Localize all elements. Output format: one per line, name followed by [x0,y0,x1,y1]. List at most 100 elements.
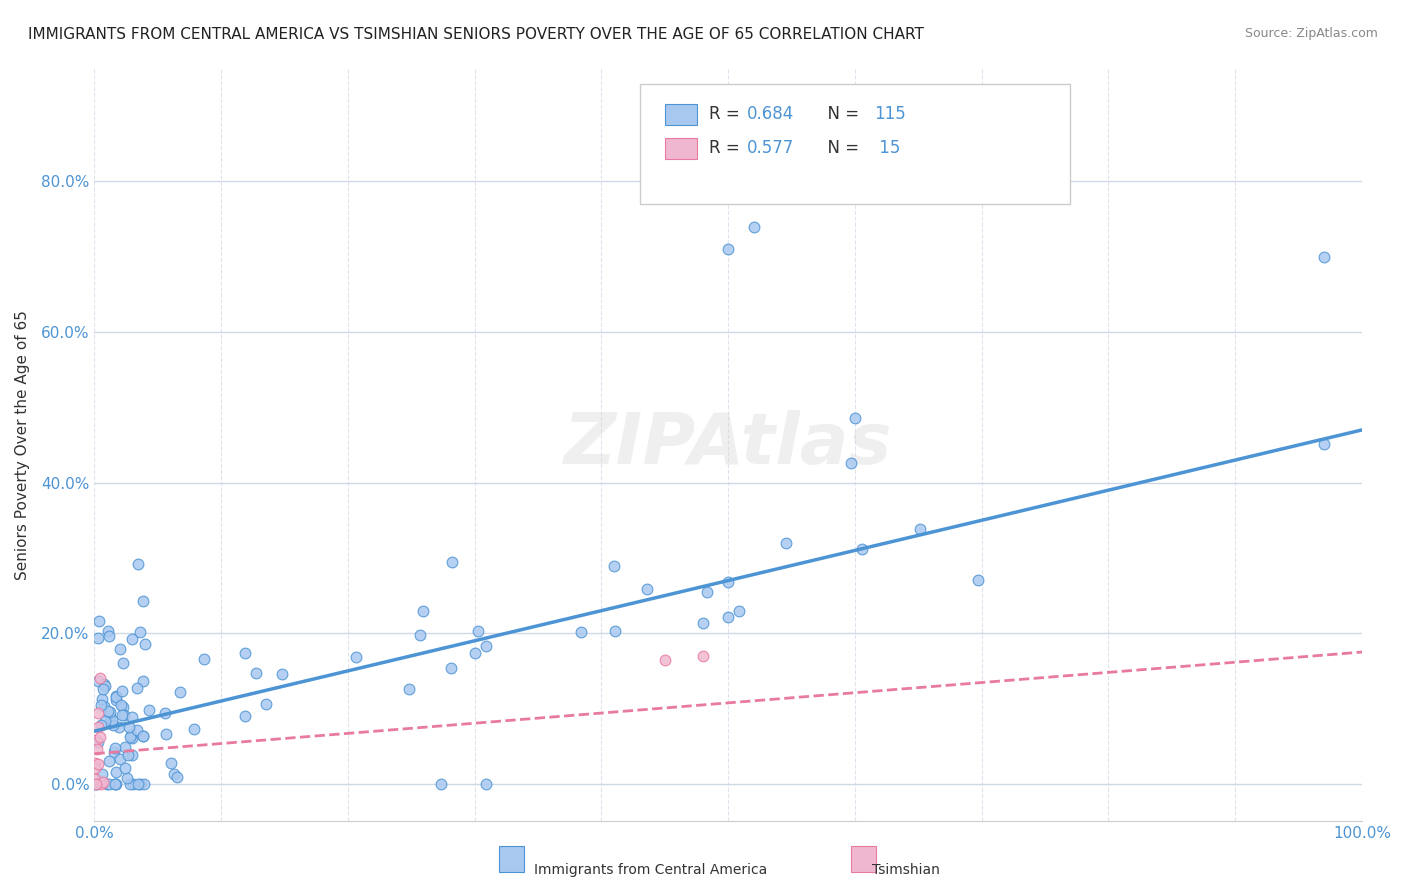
Point [108,720,131,734]
Point [121,710,143,724]
Point [233,646,256,660]
Point [104,777,127,791]
Point [111,707,134,722]
Point [132,729,155,743]
Point [120,728,142,742]
Point [98,629,121,643]
Point [118,730,141,744]
Point [233,709,256,723]
Point [87,674,110,689]
Point [87,756,110,771]
Point [169,684,191,698]
Point [844,410,866,425]
Point [166,771,188,785]
Point [155,727,177,741]
Text: 0.577: 0.577 [747,138,794,157]
Point [163,766,186,780]
Point [86,777,108,791]
Point [104,777,127,791]
FancyBboxPatch shape [499,846,524,872]
Point [120,777,142,791]
Point [87,720,110,734]
Point [1313,250,1336,264]
Point [100,709,122,723]
Point [86,777,108,791]
Point [87,706,110,721]
Point [105,693,128,707]
Text: Source: ZipAtlas.com: Source: ZipAtlas.com [1244,27,1378,40]
Point [160,756,183,770]
Point [127,557,149,571]
Point [98,754,121,768]
Point [138,703,160,717]
Point [183,722,205,736]
FancyBboxPatch shape [665,103,696,125]
Point [111,684,134,698]
Point [742,219,765,234]
Point [84,761,107,775]
Point [134,637,156,651]
Point [84,772,107,786]
Point [108,641,131,656]
Point [112,657,135,671]
Point [118,721,141,735]
Point [121,632,143,647]
Text: Immigrants from Central America: Immigrants from Central America [534,863,768,877]
Point [114,739,136,754]
Point [717,575,740,590]
Point [94,679,117,693]
Point [127,777,149,791]
Point [90,698,112,713]
Point [91,681,114,696]
Point [193,652,215,666]
Point [128,777,150,791]
Point [775,536,797,550]
Point [636,582,658,597]
Point [727,604,749,618]
Point [245,665,267,680]
Text: N =: N = [817,138,865,157]
Point [84,756,107,771]
Point [89,614,111,628]
Point [602,559,624,574]
Point [717,242,740,256]
Text: IMMIGRANTS FROM CENTRAL AMERICA VS TSIMSHIAN SENIORS POVERTY OVER THE AGE OF 65 : IMMIGRANTS FROM CENTRAL AMERICA VS TSIMS… [28,27,924,42]
Text: 115: 115 [875,104,905,123]
Point [132,594,155,608]
Point [115,771,138,785]
Point [90,692,112,706]
Point [254,697,277,711]
Point [104,777,127,791]
Point [96,777,118,791]
Point [121,731,143,746]
Point [441,555,464,569]
Point [464,646,486,660]
Point [100,713,122,727]
Text: R =: R = [709,104,745,123]
Point [851,542,873,557]
Point [692,615,714,630]
Point [103,717,125,731]
Point [127,723,149,737]
Point [696,585,718,599]
Point [412,604,434,618]
Point [117,748,139,763]
Point [89,730,111,744]
Point [717,610,740,624]
Point [908,522,931,536]
Point [430,777,453,791]
Point [132,673,155,688]
FancyBboxPatch shape [640,84,1070,204]
Point [91,775,114,789]
Point [87,632,110,646]
Point [104,740,127,755]
Point [110,698,132,713]
Point [121,777,143,791]
Point [104,690,127,705]
Text: R =: R = [709,138,745,157]
Point [134,777,156,791]
Point [97,624,120,638]
Point [93,698,115,713]
Point [125,681,148,695]
Point [121,748,143,763]
